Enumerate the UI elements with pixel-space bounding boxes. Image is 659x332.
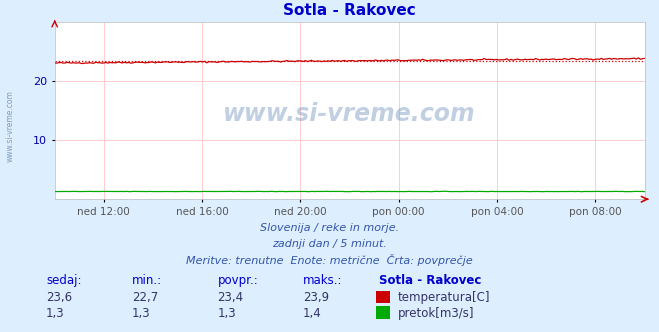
Text: min.:: min.:: [132, 274, 162, 287]
Text: 23,6: 23,6: [46, 291, 72, 304]
Text: 23,9: 23,9: [303, 291, 330, 304]
Text: 23,4: 23,4: [217, 291, 244, 304]
Text: 1,3: 1,3: [217, 307, 236, 320]
Text: 22,7: 22,7: [132, 291, 158, 304]
Text: pretok[m3/s]: pretok[m3/s]: [397, 307, 474, 320]
Text: www.si-vreme.com: www.si-vreme.com: [5, 90, 14, 162]
Text: Meritve: trenutne  Enote: metrične  Črta: povprečje: Meritve: trenutne Enote: metrične Črta: …: [186, 254, 473, 266]
Text: www.si-vreme.com: www.si-vreme.com: [223, 102, 476, 126]
Text: maks.:: maks.:: [303, 274, 343, 287]
Text: temperatura[C]: temperatura[C]: [397, 291, 490, 304]
Text: Sotla - Rakovec: Sotla - Rakovec: [379, 274, 481, 287]
Text: povpr.:: povpr.:: [217, 274, 258, 287]
Title: Sotla - Rakovec: Sotla - Rakovec: [283, 3, 416, 18]
Text: 1,3: 1,3: [46, 307, 65, 320]
Text: sedaj:: sedaj:: [46, 274, 82, 287]
Text: 1,4: 1,4: [303, 307, 322, 320]
Text: zadnji dan / 5 minut.: zadnji dan / 5 minut.: [272, 239, 387, 249]
Text: 1,3: 1,3: [132, 307, 150, 320]
Text: Slovenija / reke in morje.: Slovenija / reke in morje.: [260, 223, 399, 233]
